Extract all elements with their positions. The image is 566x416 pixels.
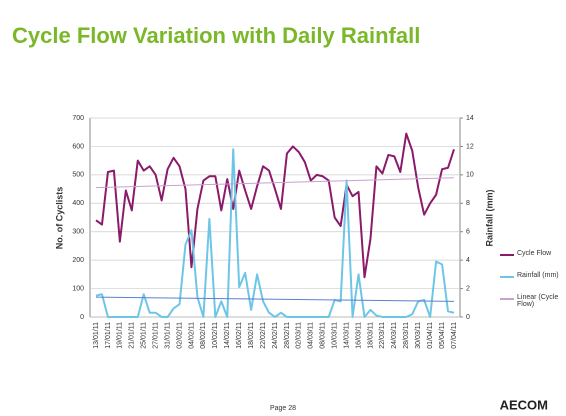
- x-tick-label: 10/03/11: [332, 322, 339, 349]
- x-tick-label: 08/02/11: [200, 322, 207, 349]
- y-tick-label: 200: [72, 257, 84, 264]
- x-tick-label: 28/02/11: [284, 322, 291, 349]
- y2-tick-label: 10: [466, 172, 474, 179]
- trend-line: [95, 296, 455, 302]
- x-tick-label: 31/01/11: [164, 322, 171, 349]
- series-line: [95, 132, 455, 279]
- series-line: [95, 148, 455, 318]
- y-axis-label: No. of Cyclists: [54, 187, 64, 250]
- x-tick-label: 02/02/11: [176, 322, 183, 349]
- x-tick-label: 16/02/11: [236, 322, 243, 349]
- y-tick-label: 400: [72, 200, 84, 207]
- chart-title: Cycle Flow Variation with Daily Rainfall: [12, 23, 420, 48]
- x-tick-label: 07/04/11: [451, 322, 458, 349]
- y2-tick-label: 4: [466, 257, 470, 264]
- x-tick-label: 08/03/11: [320, 322, 327, 349]
- x-tick-label: 22/03/11: [379, 322, 386, 349]
- y-tick-label: 600: [72, 143, 84, 150]
- y2-tick-label: 2: [466, 285, 470, 292]
- legend-item: Linear (Cycle Flow): [500, 294, 562, 308]
- x-tick-label: 22/02/11: [260, 322, 267, 349]
- x-tick-label: 01/04/11: [427, 322, 434, 349]
- x-tick-label: 13/01/11: [93, 322, 100, 349]
- y2-tick-label: 14: [466, 115, 474, 122]
- page-number: Page 28: [270, 405, 296, 412]
- legend-label: Linear (Cycle Flow): [517, 294, 559, 308]
- y-tick-label: 100: [72, 285, 84, 292]
- legend-swatch: [500, 254, 514, 256]
- x-tick-label: 14/02/11: [224, 322, 231, 349]
- legend-label: Cycle Flow: [517, 250, 552, 257]
- legend-item: Rainfall (mm): [500, 272, 562, 279]
- y2-axis-label: Rainfall (mm): [484, 189, 494, 246]
- x-tick-label: 30/03/11: [415, 322, 422, 349]
- x-tick-label: 25/01/11: [141, 322, 148, 349]
- trend-line: [95, 177, 455, 189]
- legend-label: Rainfall (mm): [517, 272, 559, 279]
- x-tick-label: 17/01/11: [105, 322, 112, 349]
- y-tick-label: 500: [72, 172, 84, 179]
- x-tick-label: 19/01/11: [117, 322, 124, 349]
- legend-swatch: [500, 298, 514, 300]
- x-tick-label: 16/03/11: [355, 322, 362, 349]
- x-tick-label: 04/02/11: [188, 322, 195, 349]
- x-tick-label: 14/03/11: [343, 322, 350, 349]
- x-tick-label: 27/01/11: [153, 322, 160, 349]
- x-tick-label: 24/02/11: [272, 322, 279, 349]
- y-tick-label: 700: [72, 115, 84, 122]
- y2-tick-label: 12: [466, 143, 474, 150]
- x-tick-label: 18/02/11: [248, 322, 255, 349]
- x-tick-label: 05/04/11: [439, 322, 446, 349]
- x-tick-label: 28/03/11: [403, 322, 410, 349]
- y2-tick-label: 6: [466, 229, 470, 236]
- x-tick-label: 10/02/11: [212, 322, 219, 349]
- y-tick-label: 0: [80, 314, 84, 321]
- legend-item: Cycle Flow: [500, 250, 562, 257]
- x-tick-label: 02/03/11: [296, 322, 303, 349]
- x-tick-label: 21/01/11: [129, 322, 136, 349]
- x-tick-label: 04/03/11: [308, 322, 315, 349]
- logo: AECOM: [500, 397, 548, 412]
- legend-swatch: [500, 276, 514, 278]
- y2-tick-label: 0: [466, 314, 470, 321]
- y-tick-label: 300: [72, 229, 84, 236]
- x-tick-label: 24/03/11: [391, 322, 398, 349]
- y2-tick-label: 8: [466, 200, 470, 207]
- x-tick-label: 18/03/11: [367, 322, 374, 349]
